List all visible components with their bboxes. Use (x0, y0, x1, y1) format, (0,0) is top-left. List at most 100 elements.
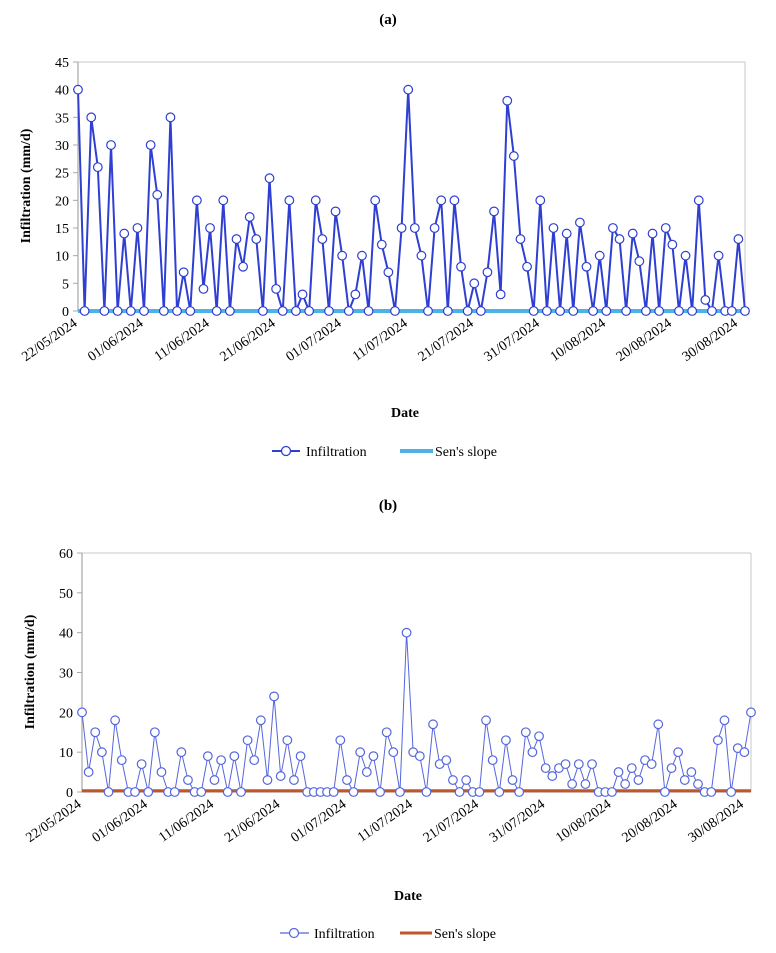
infiltration-point (621, 306, 632, 316)
infiltration-point (216, 755, 226, 766)
chart-b-plot-area: 0 10 20 30 40 50 60 22/05/2024 01/06/2024 11/06/2… (23, 547, 756, 846)
infiltration-point (196, 787, 207, 797)
infiltration-point (368, 751, 379, 762)
infiltration-point (169, 787, 180, 797)
infiltration-point (660, 223, 671, 233)
infiltration-point (183, 775, 193, 785)
infiltration-point (149, 727, 160, 738)
infiltration-line (77, 88, 746, 312)
infiltration-point (680, 250, 691, 261)
infiltration-point (119, 228, 130, 239)
infiltration-point (507, 775, 518, 785)
infiltration-point (112, 306, 123, 316)
infiltration-point (555, 306, 565, 316)
infiltration-point (456, 261, 466, 272)
infiltration-point (125, 306, 136, 316)
chart-b-legend-infiltration-marker (288, 927, 300, 939)
infiltration-point (429, 223, 440, 233)
x-tick-label: 22/05/2024 (23, 797, 84, 846)
infiltration-point (502, 95, 513, 106)
y-tick-label: 20 (59, 706, 73, 721)
infiltration-point (86, 112, 97, 123)
infiltration-point (416, 250, 427, 261)
infiltration-point (390, 306, 400, 316)
infiltration-point (548, 223, 559, 233)
infiltration-point (627, 228, 638, 239)
infiltration-point (654, 306, 665, 316)
x-tick-label: 11/07/2024 (355, 797, 415, 846)
infiltration-point (428, 719, 438, 730)
infiltration-point (401, 627, 412, 638)
infiltration-point (527, 747, 538, 758)
infiltration-point (211, 306, 222, 316)
infiltration-point (145, 140, 156, 150)
x-tick-label: 20/08/2024 (614, 316, 675, 365)
infiltration-point (547, 771, 558, 781)
infiltration-point (620, 779, 631, 789)
infiltration-point (375, 787, 385, 797)
infiltration-point (535, 195, 546, 206)
chart-a-title: (a) (379, 12, 397, 28)
infiltration-point (236, 787, 246, 797)
infiltration-point (674, 306, 684, 316)
infiltration-point (198, 283, 209, 294)
infiltration-point (614, 234, 625, 244)
infiltration-point (376, 239, 387, 250)
infiltration-point (647, 228, 658, 239)
x-tick-label: 01/07/2024 (288, 797, 349, 846)
infiltration-point (110, 715, 121, 726)
infiltration-point (560, 759, 571, 770)
x-tick-label: 22/05/2024 (19, 316, 80, 365)
infiltration-point (295, 751, 306, 762)
infiltration-point (528, 306, 539, 316)
infiltration-point (106, 140, 116, 150)
infiltration-point (706, 787, 717, 797)
infiltration-point (185, 306, 196, 316)
infiltration-point (514, 787, 525, 797)
infiltration-point (116, 755, 127, 766)
infiltration-point (103, 787, 114, 797)
infiltration-point (381, 727, 392, 738)
x-tick-label: 21/06/2024 (218, 316, 279, 365)
infiltration-point (421, 787, 432, 797)
infiltration-point (646, 759, 657, 770)
infiltration-point (441, 755, 452, 766)
infiltration-point (90, 727, 101, 738)
infiltration-point (143, 787, 154, 797)
chart-b-y-axis-title: Infiltration (mm/d) (23, 614, 38, 729)
infiltration-point (707, 306, 717, 316)
infiltration-point (746, 707, 756, 718)
y-tick-label: 0 (66, 786, 73, 801)
infiltration-point (487, 755, 498, 766)
infiltration-point (310, 195, 321, 206)
y-tick-label: 30 (59, 667, 73, 682)
y-tick-label: 45 (55, 56, 69, 71)
infiltration-point (541, 306, 552, 316)
x-tick-label: 31/07/2024 (487, 797, 548, 846)
infiltration-point (317, 234, 328, 244)
infiltration-point (626, 763, 637, 774)
infiltration-point (712, 735, 723, 746)
infiltration-point (673, 747, 684, 758)
infiltration-point (249, 755, 260, 766)
infiltration-point (494, 787, 505, 797)
infiltration-point (244, 212, 255, 222)
x-tick-label: 31/07/2024 (482, 316, 543, 365)
infiltration-point (92, 162, 103, 173)
infiltration-point (264, 173, 275, 184)
infiltration-point (337, 250, 348, 261)
infiltration-point (83, 767, 94, 777)
infiltration-point (726, 787, 737, 797)
infiltration-point (218, 195, 229, 206)
infiltration-point (653, 719, 664, 730)
chart-a-x-axis-title: Date (391, 406, 419, 421)
infiltration-point (634, 256, 645, 267)
infiltration-point (330, 206, 341, 217)
y-tick-label: 15 (55, 222, 69, 237)
x-tick-label: 21/06/2024 (222, 797, 283, 846)
x-tick-label: 30/08/2024 (680, 316, 741, 365)
chart-b-legend: Infiltration Sen's slope (280, 927, 496, 942)
infiltration-point (271, 283, 282, 294)
infiltration-point (328, 787, 339, 797)
infiltration-point (297, 289, 308, 300)
